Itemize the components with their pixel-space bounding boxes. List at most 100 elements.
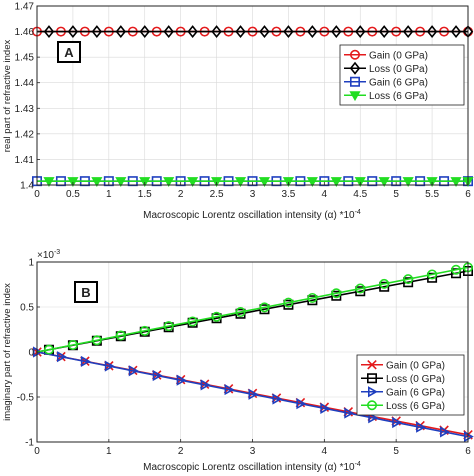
data-point-loss-6-gpa [187, 316, 198, 327]
x-tick-label: 5 [393, 189, 399, 200]
data-point-loss-0-gpa [307, 25, 318, 39]
data-point-loss-6-gpa [43, 177, 55, 187]
data-point-loss-6-gpa [403, 274, 414, 285]
x-tick-label: 1.5 [138, 189, 152, 200]
data-point-loss-6-gpa [307, 292, 318, 303]
x-tick-label: 6 [465, 446, 471, 457]
x-axis-label-a-main: Macroscopic Lorentz oscillation intensit… [143, 210, 355, 221]
legend-a: Gain (0 GPa) Loss (0 GPa) Gain (6 GPa) Loss… [339, 44, 465, 106]
data-point-loss-6-gpa [426, 177, 438, 187]
x-axis-label-a: Macroscopic Lorentz oscillation intensit… [143, 209, 361, 221]
x-tick-label: 2.5 [210, 189, 224, 200]
data-point-gain-6-gpa [440, 426, 450, 438]
data-point-loss-0-gpa [259, 25, 270, 39]
data-point-gain-6-gpa [392, 416, 402, 429]
data-point-gain-6-gpa [200, 379, 211, 391]
x-axis-label-b-exp: -4 [355, 461, 361, 468]
data-point-loss-6-gpa [211, 177, 223, 187]
legend-label-loss-6-gpa: Loss (6 GPa) [369, 91, 428, 102]
series-line-loss-6-gpa [36, 266, 469, 353]
data-point-loss-6-gpa [91, 335, 102, 346]
x-tick-label: 5.5 [425, 189, 439, 200]
data-point-loss-6-gpa [259, 302, 270, 313]
legend-swatch-marker [349, 91, 361, 102]
data-point-loss-6-gpa [354, 177, 366, 187]
y-tick-label: 1.45 [15, 53, 35, 64]
data-point-loss-0-gpa [427, 272, 438, 283]
data-point-loss-6-gpa [139, 325, 150, 336]
data-point-loss-0-gpa [211, 25, 222, 39]
legend-label-gain-0-gpa: Gain (0 GPa) [386, 360, 445, 371]
data-point-loss-0-gpa [378, 25, 390, 39]
y-axis-label-a: real part of refractive index [2, 40, 13, 153]
y-tick-label: 1.47 [15, 2, 35, 13]
data-point-loss-0-gpa [402, 25, 414, 39]
data-point-loss-0-gpa [163, 25, 174, 39]
x-axis-label-a-exp: -4 [355, 209, 361, 216]
data-point-loss-6-gpa [258, 177, 271, 187]
x-tick-label: 4.5 [353, 189, 367, 200]
x-tick-label: 0 [34, 446, 40, 457]
y-multiplier-b: ×10-3 [37, 249, 60, 261]
y-tick-label: 1.42 [15, 129, 35, 140]
legend-swatch-marker [367, 359, 377, 370]
series-loss-0-gpa [37, 25, 474, 39]
x-tick-label: 3 [250, 446, 256, 457]
x-tick-label: 5 [393, 446, 399, 457]
data-point-loss-6-gpa [67, 339, 78, 350]
data-point-loss-0-gpa [91, 25, 103, 39]
data-point-loss-0-gpa [450, 25, 462, 39]
data-point-loss-0-gpa [235, 25, 246, 39]
data-point-gain-6-gpa [296, 398, 307, 410]
legend-entry-gain-6-gpa: Gain (6 GPa) [344, 76, 428, 88]
data-point-loss-0-gpa [355, 25, 366, 39]
legend-label-gain-6-gpa: Gain (6 GPa) [369, 77, 428, 88]
legend-swatch-marker [349, 61, 361, 75]
legend-entry-loss-0-gpa: Loss (0 GPa) [344, 61, 428, 75]
data-point-gain-6-gpa [344, 407, 355, 419]
y-tick-label: 1.43 [15, 104, 35, 115]
data-point-loss-0-gpa [426, 25, 438, 39]
data-point-loss-6-gpa [234, 177, 247, 187]
data-point-loss-6-gpa [211, 311, 222, 322]
data-point-gain-6-gpa [320, 402, 331, 414]
data-point-gain-6-gpa [368, 412, 379, 424]
data-point-loss-0-gpa [43, 25, 55, 39]
panel-label-a: A [64, 45, 74, 60]
legend-label-gain-6-gpa: Gain (6 GPa) [386, 387, 445, 398]
data-point-loss-6-gpa [163, 177, 175, 187]
y-ticks-b: -1 -0.5 0 0.5 1 [17, 258, 40, 449]
data-point-loss-6-gpa [235, 307, 246, 318]
data-point-loss-0-gpa [139, 25, 150, 39]
data-point-gain-6-gpa [128, 365, 139, 377]
data-point-loss-6-gpa [91, 177, 103, 187]
data-point-loss-6-gpa [427, 269, 438, 280]
series-gain-6-gpa [32, 346, 474, 443]
x-tick-label: 6 [465, 189, 471, 200]
data-point-loss-6-gpa [115, 330, 126, 341]
x-tick-label: 4 [322, 446, 328, 457]
data-point-loss-6-gpa [402, 177, 414, 187]
data-point-gain-6-gpa [272, 393, 283, 405]
data-point-loss-6-gpa [330, 177, 342, 187]
y-tick-label: 1.4 [20, 181, 34, 192]
series-b [32, 262, 474, 443]
data-point-loss-6-gpa [355, 283, 366, 294]
data-point-loss-6-gpa [379, 278, 390, 289]
y-multiplier-b-exp: -3 [54, 249, 60, 256]
data-point-gain-6-gpa [224, 384, 235, 396]
data-point-loss-6-gpa [306, 177, 318, 187]
data-point-gain-6-gpa [416, 421, 426, 433]
legend-entry-gain-0-gpa: Gain (0 GPa) [344, 49, 428, 61]
legend-swatch-marker [349, 49, 360, 60]
x-tick-label: 3 [250, 189, 256, 200]
y-tick-label: -1 [25, 438, 34, 449]
data-point-loss-6-gpa [378, 177, 390, 187]
y-axis-label-b: imaginary part of refractive index [2, 283, 13, 421]
x-tick-label: 2 [178, 189, 184, 200]
data-point-gain-6-gpa [56, 351, 67, 363]
data-point-gain-6-gpa [80, 355, 91, 367]
chart-a: 0 0.5 1 1.5 2 2.5 3 3.5 4 4.5 5 5.5 6 1.41.411.421.4… [2, 2, 474, 221]
x-ticks-b: 0 1 2 3 4 5 6 [34, 439, 471, 457]
y-tick-label: -0.5 [17, 393, 35, 404]
